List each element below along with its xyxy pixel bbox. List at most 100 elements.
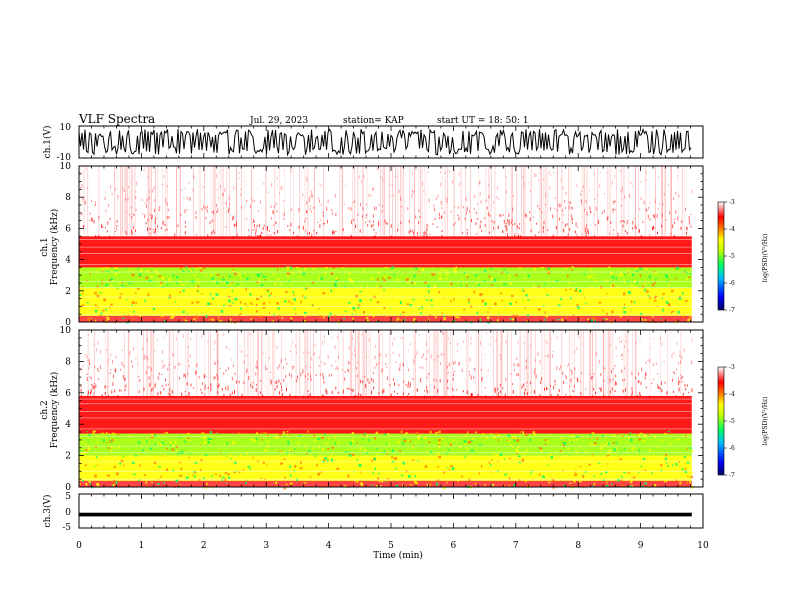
spec-speckle — [634, 218, 636, 220]
spec-speckle — [322, 373, 324, 377]
spec-band — [79, 330, 692, 396]
spec-mottle — [176, 449, 178, 452]
spec-speckle — [499, 213, 501, 217]
spec-mottle — [355, 295, 358, 298]
spec-mottle — [93, 466, 97, 470]
spec-mottle — [167, 283, 169, 286]
spec-speckle — [480, 368, 482, 371]
spec-mottle — [213, 280, 215, 284]
spec-speckle — [556, 336, 558, 340]
spec-speckle — [256, 365, 258, 370]
spec-speckle — [139, 379, 141, 382]
spec-speckle — [91, 217, 92, 221]
spec-speckle — [335, 367, 337, 370]
spec-mottle — [686, 461, 690, 464]
spec-mottle — [635, 282, 639, 284]
spec-speckle — [148, 196, 150, 200]
spec-speckle — [639, 395, 641, 397]
spec-mottle — [293, 476, 296, 478]
spec-mottle — [386, 452, 388, 456]
spec-speckle — [109, 217, 111, 221]
spec-speckle — [316, 232, 318, 235]
spec-speckle — [390, 235, 392, 238]
spec-speckle — [585, 227, 587, 232]
spec-speckle — [260, 380, 261, 382]
spec-mottle — [193, 471, 196, 473]
spec-mottle — [210, 302, 212, 305]
spec-mottle — [663, 464, 667, 467]
spec-speckle — [335, 230, 337, 233]
spec-mottle — [334, 442, 336, 445]
spec-speckle — [315, 374, 317, 376]
spec-mottle — [547, 462, 549, 466]
spec-speckle — [94, 365, 96, 368]
spec-speckle — [309, 198, 310, 203]
spec-mottle — [469, 305, 473, 308]
spec-mottle — [312, 434, 316, 438]
spec-mottle — [266, 446, 269, 449]
spec-speckle — [649, 346, 651, 348]
spec-speckle — [428, 372, 430, 375]
spec-speckle — [572, 222, 574, 224]
spec-speckle — [497, 186, 498, 190]
spec-mottle — [492, 458, 494, 460]
spec-speckle — [612, 229, 614, 231]
spec-mottle — [290, 450, 293, 453]
spec-speckle — [470, 375, 472, 380]
spec-mottle — [532, 470, 534, 472]
spec-mottle — [421, 444, 423, 447]
spec-speckle — [87, 334, 89, 336]
spec-speckle — [104, 191, 106, 193]
spec-mottle — [666, 301, 669, 304]
spec-mottle — [654, 271, 657, 275]
spec-speckle — [241, 206, 242, 209]
spec-mottle — [188, 270, 190, 272]
spec-speckle — [225, 369, 227, 372]
spec-speckle — [529, 381, 531, 384]
spec-speckle — [378, 223, 380, 227]
spec-mottle — [429, 430, 432, 434]
spec-mottle — [289, 302, 291, 303]
spec-speckle — [458, 362, 460, 366]
spec-mottle — [386, 433, 390, 436]
spec-mottle — [219, 474, 221, 478]
spec-speckle — [213, 376, 215, 380]
spec-speckle — [165, 384, 167, 387]
spec-mottle — [162, 455, 166, 458]
spec-speckle — [603, 193, 605, 195]
spec-speckle — [240, 188, 242, 190]
spec-speckle — [373, 229, 375, 231]
spec-speckle — [677, 216, 679, 221]
spec-mottle — [606, 292, 608, 295]
spec-mottle — [268, 279, 271, 282]
spec-mottle — [435, 466, 438, 469]
spec-mottle — [401, 474, 404, 477]
spec-mottle — [495, 270, 497, 273]
spec-mottle — [389, 307, 391, 310]
spec-mottle — [671, 311, 673, 314]
spec-speckle — [610, 221, 612, 225]
spec-mottle — [546, 464, 549, 466]
spec-mottle — [593, 442, 597, 445]
spec-mottle — [544, 443, 546, 447]
spec-mottle — [543, 305, 545, 307]
spec-mottle — [274, 295, 276, 297]
spec-speckle — [307, 378, 309, 380]
spec-mottle — [495, 454, 497, 457]
ch2-spectrogram — [79, 330, 703, 490]
spec-mottle — [546, 294, 549, 297]
spec-mottle — [681, 458, 685, 460]
x-tick-label: 8 — [575, 541, 581, 551]
spec-mottle — [524, 277, 527, 280]
spec-mottle — [515, 301, 517, 303]
spec-speckle — [580, 200, 582, 204]
spec-speckle — [572, 219, 573, 220]
spec-mottle — [463, 440, 467, 443]
spec-mottle — [573, 480, 576, 483]
spec-speckle — [592, 376, 594, 379]
spec-mottle — [544, 318, 546, 321]
spec-mottle — [442, 486, 446, 489]
spec-mottle — [105, 316, 109, 318]
spec-mottle — [518, 479, 521, 482]
spec-mottle — [215, 319, 219, 321]
